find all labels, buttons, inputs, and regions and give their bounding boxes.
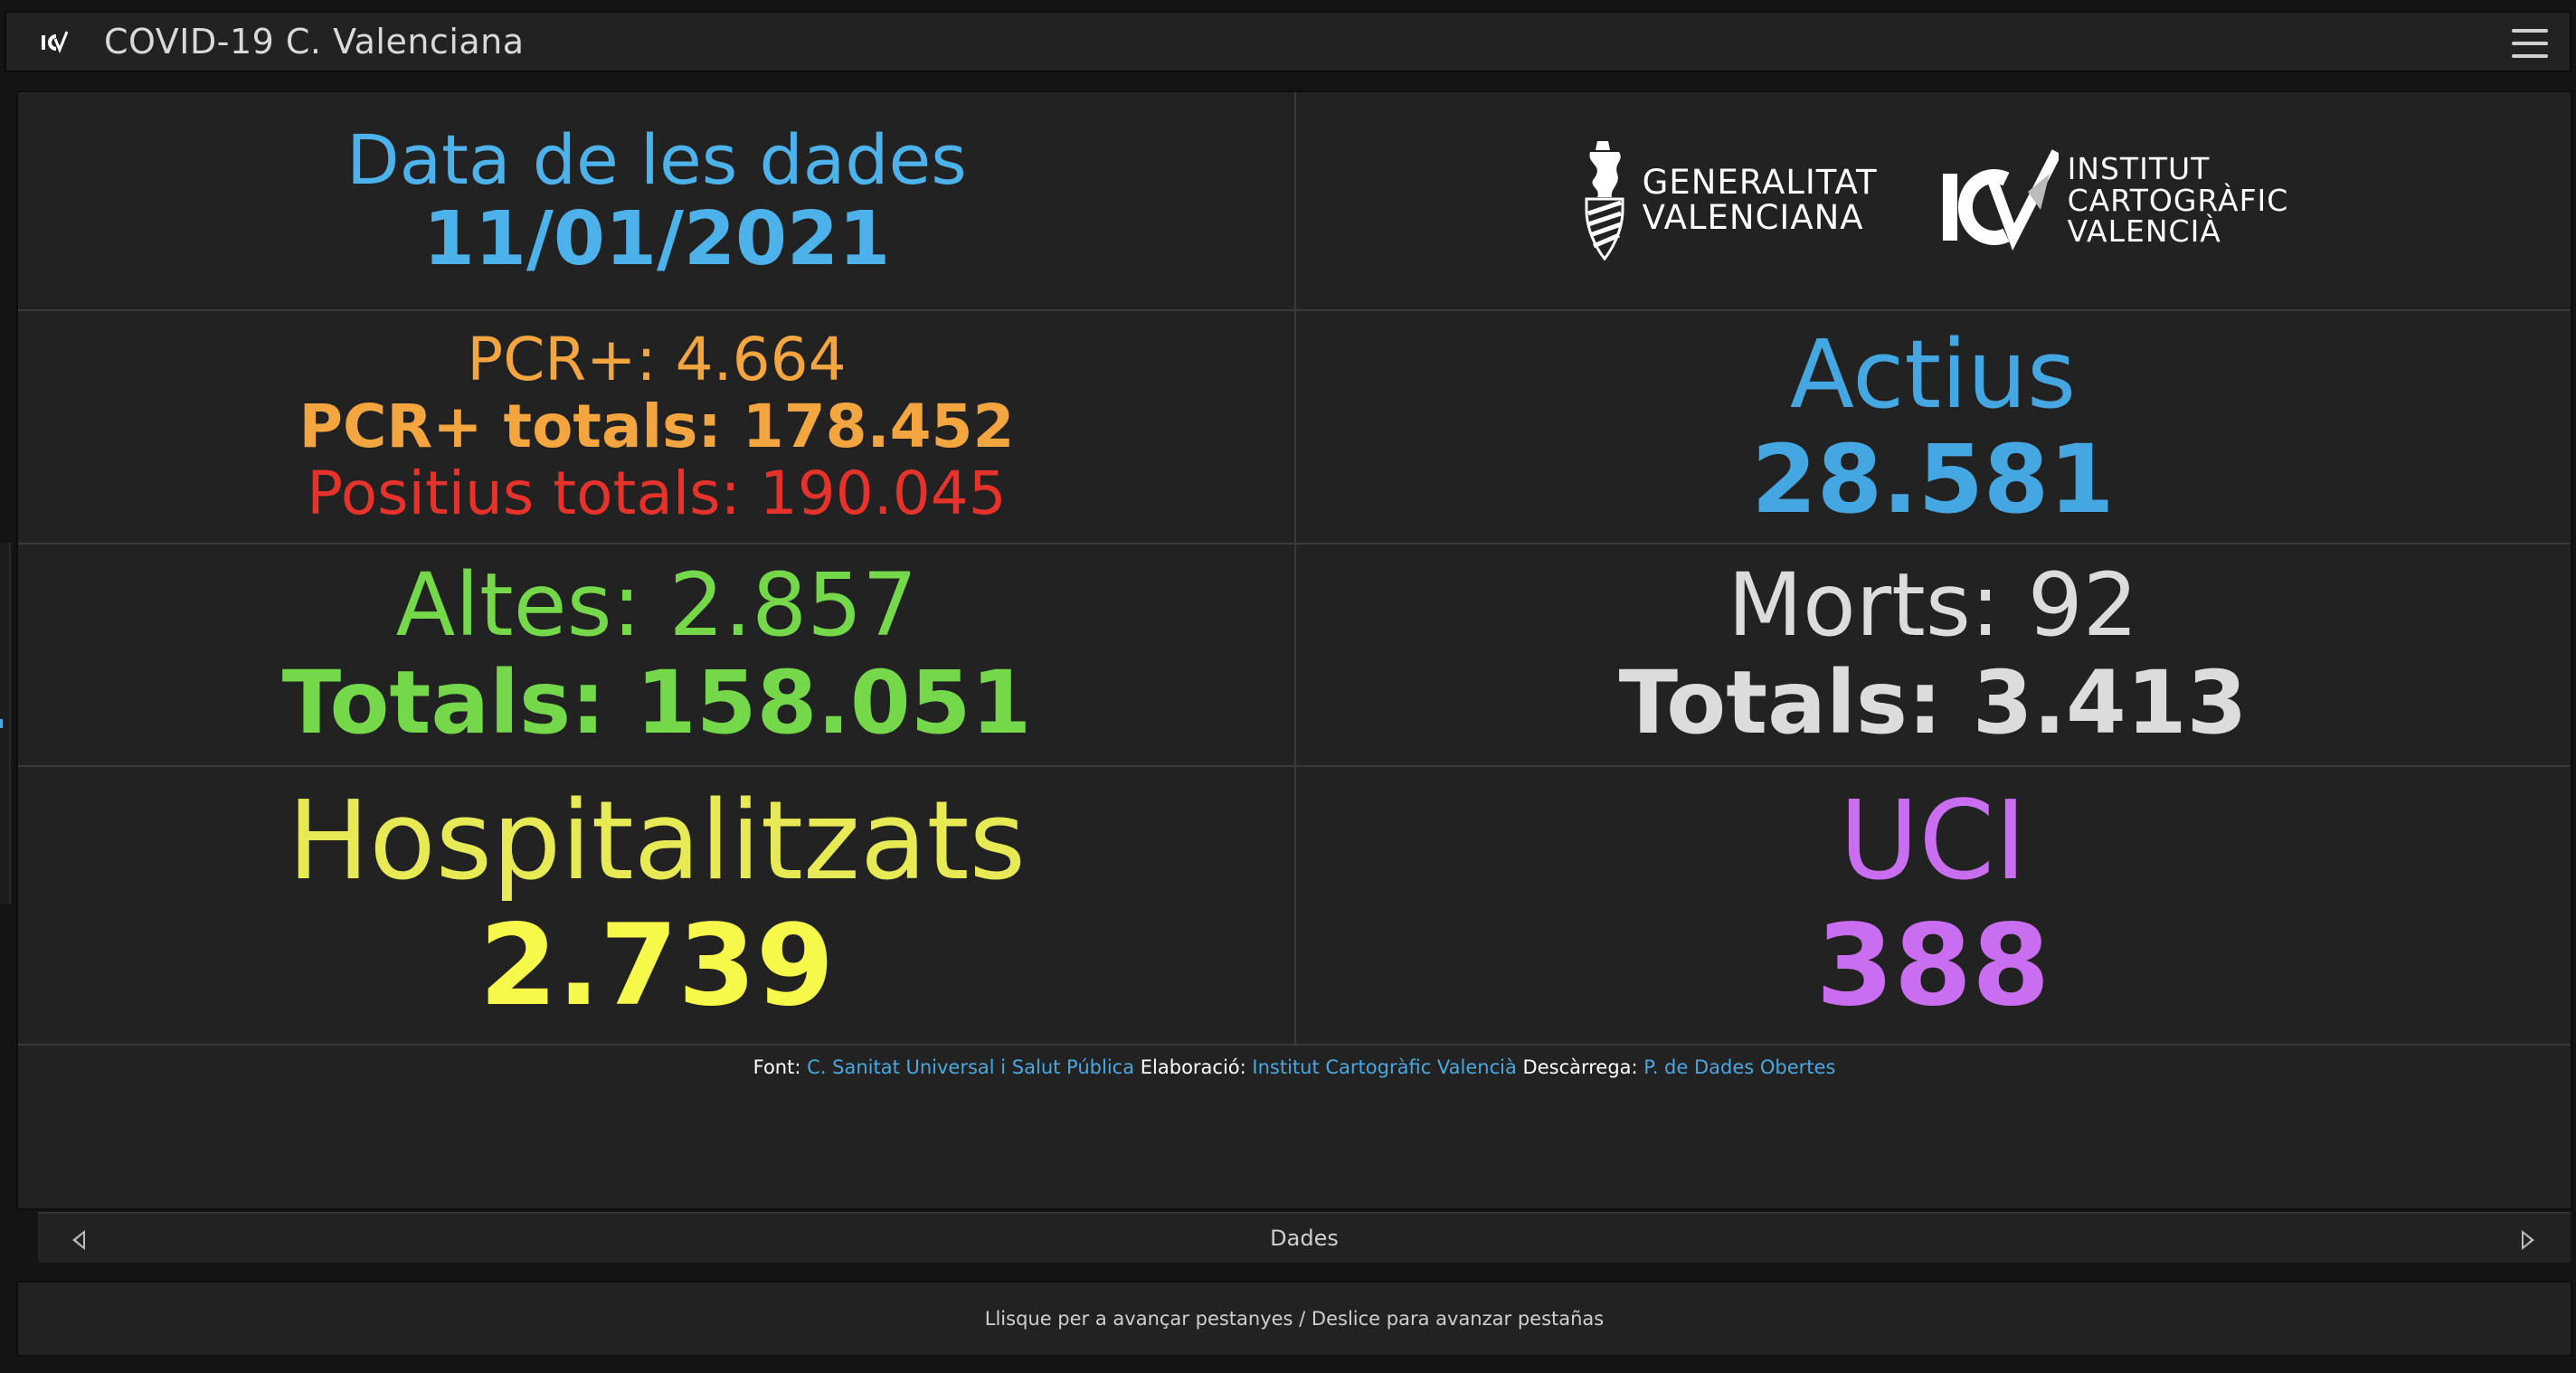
grid-divider [18, 765, 2571, 767]
positive-total: Positius totals: 190.045 [307, 458, 1007, 528]
grid-divider [18, 543, 2571, 544]
deaths-daily: Morts: 92 [1728, 554, 2138, 657]
icv-logo-icon [42, 31, 68, 53]
hamburger-menu-icon[interactable] [2512, 29, 2548, 58]
hospital-label: Hospitalitzats [287, 779, 1027, 905]
discharges-total: Totals: 158.051 [281, 652, 1032, 753]
hospital-card: Hospitalitzats 2.739 [18, 767, 1295, 1044]
side-panel-handle[interactable] [0, 543, 11, 904]
icv-logo[interactable]: INSTITUT CARTOGRÀFIC VALENCIÀ [1941, 147, 2289, 255]
discharges-daily: Altes: 2.857 [395, 554, 918, 657]
date-value: 11/01/2021 [422, 195, 891, 282]
deaths-total: Totals: 3.413 [1618, 652, 2248, 753]
gv-crest-icon [1585, 141, 1624, 261]
indicator-grid: Data de les dades 11/01/2021 GENERALITAT… [18, 92, 2571, 1046]
swipe-hint-bar: Llisque per a avançar pestanyes / Deslic… [16, 1281, 2572, 1357]
next-tab-icon[interactable] [2522, 1230, 2534, 1250]
app-title: COVID-19 C. Valenciana [104, 22, 525, 62]
prev-tab-icon[interactable] [72, 1230, 85, 1250]
current-tab-label[interactable]: Dades [1270, 1226, 1339, 1251]
icu-value: 388 [1815, 900, 2050, 1031]
icu-label: UCI [1839, 779, 2027, 905]
download-link[interactable]: P. de Dades Obertes [1643, 1056, 1836, 1078]
tab-navigator: Dades [38, 1212, 2571, 1263]
credits-line: Font: C. Sanitat Universal i Salut Públi… [18, 1056, 2571, 1078]
active-card: Actius 28.581 [1295, 311, 2571, 543]
active-value: 28.581 [1751, 424, 2115, 535]
logos-card: GENERALITAT VALENCIANA INSTITUT CARTOGRÀ… [1295, 92, 2571, 309]
download-label: Descàrrega: [1522, 1056, 1638, 1078]
made-label: Elaboració: [1140, 1056, 1246, 1078]
icv-logo-line: CARTOGRÀFIC [2067, 182, 2289, 218]
pcr-total: PCR+ totals: 178.452 [298, 392, 1015, 462]
hospital-value: 2.739 [478, 900, 835, 1031]
source-label: Font: [753, 1056, 801, 1078]
gv-logo-line: GENERALITAT [1642, 163, 1878, 203]
date-label: Data de les dades [346, 118, 967, 200]
icv-logo-line: VALENCIÀ [2067, 213, 2221, 250]
grid-divider [1294, 92, 1296, 1046]
icv-mark-icon [1942, 149, 2059, 251]
pcr-daily: PCR+: 4.664 [467, 325, 847, 395]
swipe-hint-text: Llisque per a avançar pestanyes / Deslic… [984, 1308, 1605, 1330]
active-label: Actius [1789, 318, 2077, 430]
pcr-card: PCR+: 4.664 PCR+ totals: 178.452 Positiu… [18, 311, 1295, 543]
date-card: Data de les dades 11/01/2021 [18, 92, 1295, 309]
made-link[interactable]: Institut Cartogràfic Valencià [1252, 1056, 1517, 1078]
grid-divider [18, 309, 2571, 311]
grid-divider [18, 1044, 2571, 1046]
gv-logo-line: VALENCIANA [1642, 198, 1864, 237]
icu-card: UCI 388 [1295, 767, 2571, 1044]
icv-logo-line: INSTITUT [2067, 151, 2211, 187]
source-link[interactable]: C. Sanitat Universal i Salut Pública [807, 1056, 1135, 1078]
header-bar: COVID-19 C. Valenciana [5, 11, 2571, 72]
deaths-card: Morts: 92 Totals: 3.413 [1295, 544, 2571, 765]
discharges-card: Altes: 2.857 Totals: 158.051 [18, 544, 1295, 765]
generalitat-valenciana-logo[interactable]: GENERALITAT VALENCIANA [1577, 137, 1878, 264]
dashboard-panel: Data de les dades 11/01/2021 GENERALITAT… [16, 90, 2572, 1263]
